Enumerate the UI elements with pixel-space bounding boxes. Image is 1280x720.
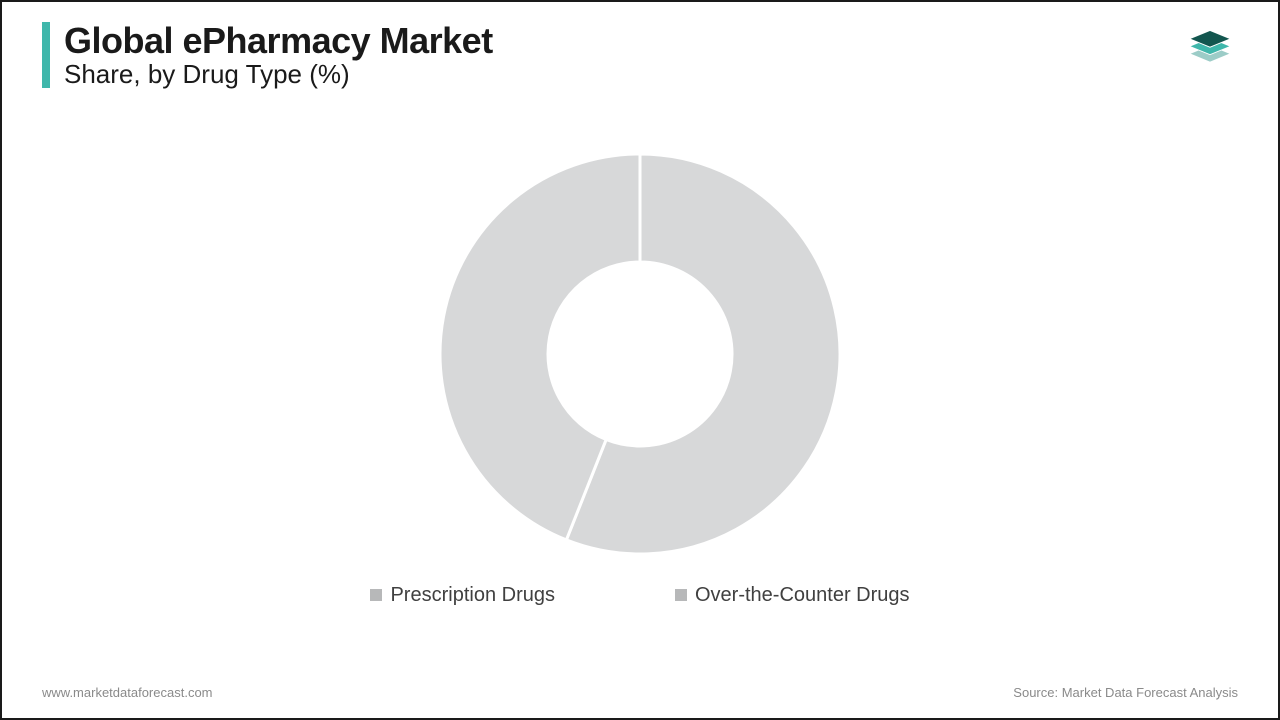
legend-item: Over-the-Counter Drugs xyxy=(675,584,910,607)
footer-source: Source: Market Data Forecast Analysis xyxy=(1013,685,1238,700)
legend-swatch xyxy=(675,589,687,601)
titles: Global ePharmacy Market Share, by Drug T… xyxy=(64,22,493,88)
legend-label: Over-the-Counter Drugs xyxy=(695,584,910,607)
chart-legend: Prescription Drugs Over-the-Counter Drugs xyxy=(370,584,909,607)
legend-item: Prescription Drugs xyxy=(370,584,555,607)
brand-logo xyxy=(1182,22,1238,78)
page-frame: Global ePharmacy Market Share, by Drug T… xyxy=(0,0,1280,720)
title-block: Global ePharmacy Market Share, by Drug T… xyxy=(42,22,493,88)
donut-chart xyxy=(420,134,860,574)
legend-swatch xyxy=(370,589,382,601)
layers-icon xyxy=(1182,22,1238,78)
chart-area: Prescription Drugs Over-the-Counter Drugs xyxy=(2,122,1278,618)
header: Global ePharmacy Market Share, by Drug T… xyxy=(42,22,1238,88)
page-title: Global ePharmacy Market xyxy=(64,22,493,60)
footer-website: www.marketdataforecast.com xyxy=(42,685,213,700)
legend-label: Prescription Drugs xyxy=(390,584,555,607)
accent-bar xyxy=(42,22,50,88)
footer: www.marketdataforecast.com Source: Marke… xyxy=(42,685,1238,700)
page-subtitle: Share, by Drug Type (%) xyxy=(64,60,493,89)
